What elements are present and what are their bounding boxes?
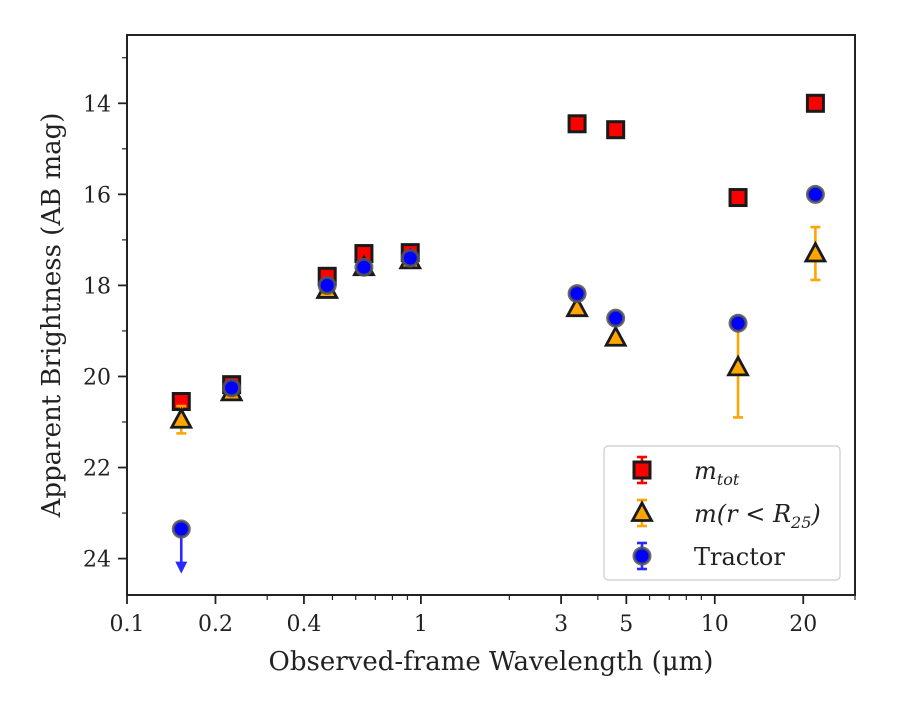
legend-entry-2: Tractor [632,541,785,571]
legend-marker [630,500,654,522]
x-tick-label: 0.2 [198,612,233,637]
series-0 [171,93,825,412]
plot-layer [169,93,828,574]
data-point [606,120,626,140]
x-tick-label: 20 [789,612,817,637]
data-point [567,284,587,304]
axes-layer: 0.1 0.2 0.4 1 3 5 10 20 14 16 18 20 22 24 Observed-fra… [37,34,856,677]
square-marker [632,460,652,480]
y-axis-label: Apparent Brightness (AB mag) [37,113,67,519]
circle-marker [728,313,748,333]
data-point [400,248,420,268]
legend-marker [632,546,652,566]
data-point [317,275,337,295]
x-tick-label: 5 [619,612,633,637]
circle-marker [606,308,626,328]
y-tick-label: 16 [83,183,111,208]
data-point [222,378,242,398]
circle-marker [400,248,420,268]
x-tick-label: 3 [554,612,568,637]
series-1 [169,225,828,435]
data-point [565,295,589,318]
square-marker [805,93,825,113]
x-tick-label: 1 [414,612,428,637]
circle-marker [222,378,242,398]
data-point [354,257,374,277]
square-marker [606,120,626,140]
y-tick-label: 18 [83,274,111,299]
circle-marker [171,519,191,539]
circle-marker [632,546,652,566]
legend-label: Tractor [694,543,785,571]
y-tick-label: 22 [83,457,111,482]
circle-marker [317,275,337,295]
plot-frame [126,34,856,596]
data-point [567,114,587,134]
data-point [728,188,748,208]
data-point [805,93,825,113]
y-tick-label: 20 [83,365,111,390]
x-axis-label: Observed-frame Wavelength (μm) [269,647,714,677]
circle-marker [567,284,587,304]
data-point [803,240,828,263]
y-tick-label: 24 [83,548,111,573]
square-marker [567,114,587,134]
data-point [606,308,626,328]
x-tick-label: 0.1 [110,612,145,637]
square-marker [728,188,748,208]
data-point [805,184,825,204]
legend-box [603,445,841,581]
y-tick-label: 14 [83,92,111,117]
data-point [171,519,191,539]
x-tick-label: 0.4 [286,612,321,637]
data-point [169,406,194,429]
circle-marker [805,184,825,204]
legend-marker [632,460,652,480]
series-2 [171,184,825,574]
x-tick-label: 10 [701,612,729,637]
data-point [726,354,750,377]
data-point [728,313,748,333]
circle-marker [354,257,374,277]
data-point [603,324,628,347]
arrow-head [175,561,188,574]
